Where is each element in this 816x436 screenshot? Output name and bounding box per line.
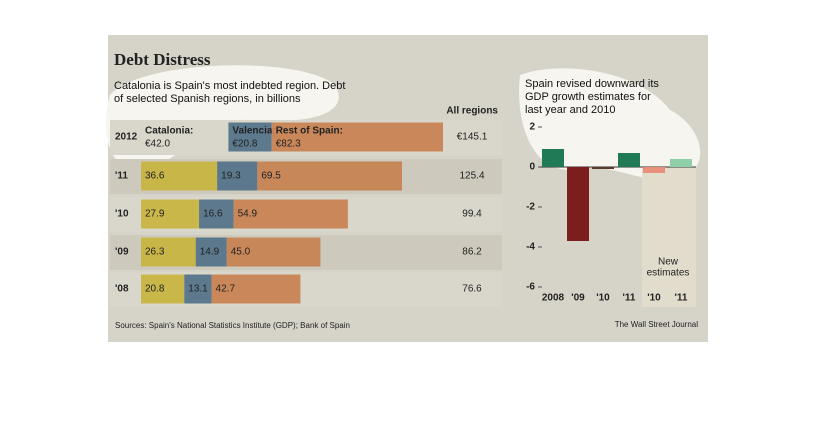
legend-label: Rest of Spain: [276, 126, 343, 137]
value-label: 19.3 [221, 171, 241, 182]
legend-label: Valencia: [232, 126, 275, 137]
row-band [110, 197, 502, 232]
legend-label: Catalonia: [145, 126, 193, 137]
bar-segment [141, 199, 200, 229]
value-label: 26.3 [145, 247, 165, 258]
row-band [110, 235, 502, 270]
category-label: 2012 [115, 132, 138, 143]
value-label: 69.5 [261, 171, 281, 182]
bar-segment [228, 122, 272, 152]
bar [618, 153, 640, 167]
value-label: €20.8 [232, 139, 257, 150]
bar-segment [184, 274, 212, 304]
value-label: €42.0 [145, 139, 170, 150]
bar-segment [195, 237, 227, 267]
highlight [141, 123, 228, 152]
value-label: 16.6 [203, 209, 223, 220]
x-tick-label: 2008 [542, 293, 565, 304]
bar-segment [257, 161, 402, 191]
bar-segment [141, 274, 185, 304]
value-label: €82.3 [276, 139, 301, 150]
total-label: 125.4 [459, 171, 484, 182]
category-label: '10 [115, 209, 129, 220]
value-label: 14.9 [200, 247, 220, 258]
value-label: 36.6 [145, 171, 165, 182]
y-tick-label: -4 [526, 242, 535, 253]
x-tick-label: '10 [596, 293, 610, 304]
total-label: 99.4 [462, 209, 482, 220]
bar-segment [217, 161, 258, 191]
y-tick-label: 0 [529, 162, 535, 173]
bar-segment [199, 199, 234, 229]
row-band [110, 159, 502, 194]
bar-segment [141, 237, 196, 267]
totals-header: All regions [446, 106, 498, 117]
bar-segment [226, 237, 321, 267]
value-label: 27.9 [145, 209, 165, 220]
value-label: 45.0 [231, 247, 251, 258]
bar [643, 167, 665, 173]
annotation: New [658, 257, 679, 268]
gdp-title: Spain revised downward its GDP growth es… [525, 78, 659, 116]
bar-segment [233, 199, 348, 229]
y-tick-label: 2 [529, 122, 535, 133]
bar [567, 167, 589, 241]
x-tick-label: '11 [675, 293, 688, 304]
category-label: '09 [115, 247, 129, 258]
total-label: 86.2 [462, 247, 482, 258]
total-label: 76.6 [462, 284, 482, 295]
annotation: estimates [647, 268, 690, 279]
subtitle: Catalonia is Spain's most indebted regio… [114, 80, 346, 105]
value-label: 54.9 [238, 209, 258, 220]
row-band [110, 120, 502, 155]
category-label: '08 [115, 284, 129, 295]
credit: The Wall Street Journal [615, 320, 699, 329]
bar [670, 159, 692, 167]
x-tick-label: '09 [571, 293, 585, 304]
total-label: €145.1 [457, 132, 488, 143]
value-label: 13.1 [188, 284, 208, 295]
x-tick-label: '10 [647, 293, 661, 304]
bar [542, 149, 564, 167]
value-label: 42.7 [216, 284, 236, 295]
estimates-shade [642, 167, 696, 307]
bar-segment [271, 122, 443, 152]
x-tick-label: '11 [623, 293, 636, 304]
bar [592, 167, 614, 169]
value-label: 20.8 [145, 284, 165, 295]
category-label: '11 [115, 171, 128, 182]
bar-segment [211, 274, 301, 304]
y-tick-label: -6 [526, 282, 535, 293]
bar-segment [141, 161, 218, 191]
chart-title: Debt Distress [114, 50, 211, 69]
source: Sources: Spain's National Statistics Ins… [115, 321, 350, 330]
row-band [110, 272, 502, 307]
y-tick-label: -2 [526, 202, 535, 213]
